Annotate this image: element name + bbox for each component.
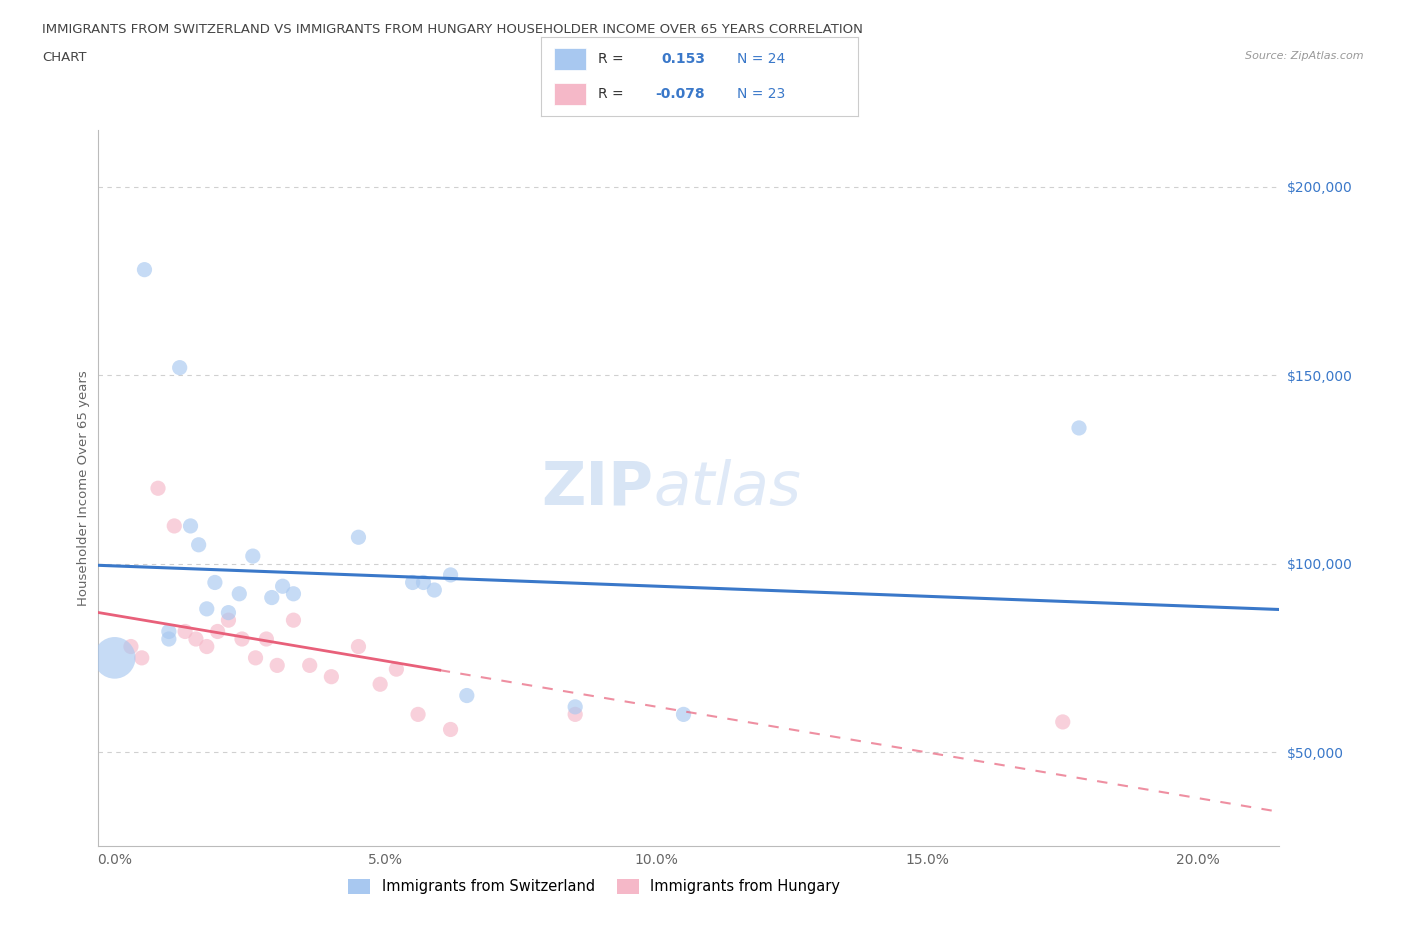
Point bbox=[283, 613, 305, 628]
Point bbox=[672, 707, 695, 722]
Text: IMMIGRANTS FROM SWITZERLAND VS IMMIGRANTS FROM HUNGARY HOUSEHOLDER INCOME OVER 6: IMMIGRANTS FROM SWITZERLAND VS IMMIGRANT… bbox=[42, 23, 863, 36]
Text: 0.153: 0.153 bbox=[662, 52, 706, 66]
Text: atlas: atlas bbox=[654, 458, 801, 518]
Point bbox=[217, 605, 239, 620]
Y-axis label: Householder Income Over 65 years: Householder Income Over 65 years bbox=[77, 370, 90, 606]
Point bbox=[195, 602, 218, 617]
Point bbox=[266, 658, 288, 672]
Legend: Immigrants from Switzerland, Immigrants from Hungary: Immigrants from Switzerland, Immigrants … bbox=[343, 873, 846, 900]
Text: R =: R = bbox=[599, 52, 628, 66]
Point bbox=[347, 530, 370, 545]
Point bbox=[260, 591, 283, 605]
Point bbox=[231, 631, 253, 646]
Point bbox=[456, 688, 478, 703]
Point bbox=[157, 631, 180, 646]
Text: R =: R = bbox=[599, 87, 628, 101]
Text: N = 24: N = 24 bbox=[738, 52, 786, 66]
Point bbox=[195, 639, 218, 654]
Point bbox=[228, 586, 250, 601]
Point bbox=[1052, 714, 1074, 729]
Point bbox=[180, 519, 202, 534]
Point bbox=[134, 262, 156, 277]
Point bbox=[217, 613, 239, 628]
Point bbox=[564, 699, 586, 714]
Text: -0.078: -0.078 bbox=[655, 87, 704, 101]
Point bbox=[271, 578, 294, 593]
Point bbox=[146, 481, 169, 496]
Point bbox=[564, 707, 586, 722]
Point bbox=[163, 519, 186, 534]
Point bbox=[321, 670, 343, 684]
Point bbox=[245, 650, 267, 665]
Point bbox=[1067, 420, 1090, 435]
Point bbox=[174, 624, 197, 639]
Point bbox=[207, 624, 229, 639]
Point bbox=[439, 567, 461, 582]
Point bbox=[385, 662, 408, 677]
Point bbox=[104, 650, 127, 665]
Point bbox=[368, 677, 391, 692]
Point bbox=[347, 639, 370, 654]
Text: ZIP: ZIP bbox=[541, 458, 654, 518]
Point bbox=[242, 549, 264, 564]
Point bbox=[439, 722, 461, 737]
Point bbox=[401, 575, 423, 590]
Point bbox=[157, 624, 180, 639]
Point bbox=[131, 650, 153, 665]
Point bbox=[412, 575, 434, 590]
Point bbox=[204, 575, 226, 590]
Point bbox=[184, 631, 207, 646]
Text: N = 23: N = 23 bbox=[738, 87, 786, 101]
Text: Source: ZipAtlas.com: Source: ZipAtlas.com bbox=[1246, 51, 1364, 61]
Point bbox=[254, 631, 277, 646]
Text: CHART: CHART bbox=[42, 51, 87, 64]
Point bbox=[423, 582, 446, 597]
Point bbox=[406, 707, 429, 722]
Bar bbox=[554, 83, 586, 105]
Point bbox=[298, 658, 321, 672]
Point bbox=[120, 639, 142, 654]
Bar bbox=[554, 48, 586, 71]
Point bbox=[169, 360, 191, 375]
Point bbox=[187, 538, 209, 552]
Point bbox=[283, 586, 305, 601]
